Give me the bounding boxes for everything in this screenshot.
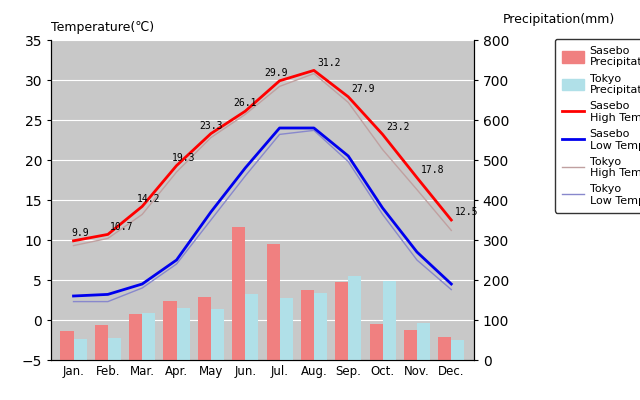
Tokyo
High Temp. [413,187,420,192]
Line: Sasebo
Low Temp.: Sasebo Low Temp. [74,128,451,296]
Bar [245,294,259,360]
Tokyo
High Temp. [70,243,77,248]
Bar [438,337,451,360]
Sasebo
High Temp. [344,94,352,99]
Sasebo
Low Temp. [70,294,77,298]
Bar [404,330,417,360]
Tokyo
High Temp. [447,228,455,233]
Bar [177,308,189,360]
Bar [301,290,314,360]
Bar [211,309,224,360]
Bar [383,281,396,360]
Bar [95,325,108,360]
Legend: Sasebo
Precipitation, Tokyo
Precipitation, Sasebo
High Temp., Sasebo
Low Temp., : Sasebo Precipitation, Tokyo Precipitatio… [555,39,640,213]
Tokyo
Low Temp. [138,286,146,290]
Tokyo
High Temp. [379,147,387,152]
Text: 10.7: 10.7 [109,222,133,232]
Text: 27.9: 27.9 [352,84,375,94]
Text: 23.3: 23.3 [199,121,222,131]
Tokyo
Low Temp. [70,299,77,304]
Sasebo
Low Temp. [310,126,317,130]
Sasebo
Low Temp. [276,126,284,130]
Sasebo
Low Temp. [104,292,112,297]
Tokyo
Low Temp. [447,287,455,292]
Text: 26.1: 26.1 [233,98,257,108]
Sasebo
High Temp. [379,132,387,137]
Sasebo
Low Temp. [173,258,180,262]
Bar [198,297,211,360]
Text: 31.2: 31.2 [317,58,341,68]
Tokyo
Low Temp. [310,128,317,133]
Tokyo
High Temp. [207,135,215,140]
Text: 14.2: 14.2 [137,194,161,204]
Sasebo
High Temp. [104,232,112,237]
Tokyo
Low Temp. [344,159,352,164]
Bar [129,314,142,360]
Bar [314,293,327,360]
Sasebo
High Temp. [447,218,455,222]
Text: Temperature(℃): Temperature(℃) [51,20,154,34]
Tokyo
Low Temp. [379,212,387,217]
Bar [163,301,177,360]
Sasebo
High Temp. [276,78,284,83]
Line: Tokyo
High Temp.: Tokyo High Temp. [74,74,451,246]
Bar [266,244,280,360]
Sasebo
High Temp. [413,175,420,180]
Bar [74,339,86,360]
Tokyo
High Temp. [310,71,317,76]
Tokyo
Low Temp. [173,262,180,266]
Tokyo
High Temp. [276,84,284,89]
Tokyo
High Temp. [173,170,180,174]
Sasebo
Low Temp. [379,206,387,210]
Sasebo
High Temp. [173,163,180,168]
Sasebo
High Temp. [207,131,215,136]
Tokyo
Low Temp. [241,174,249,178]
Text: 9.9: 9.9 [72,228,90,238]
Tokyo
High Temp. [241,112,249,117]
Sasebo
Low Temp. [138,282,146,286]
Tokyo
Low Temp. [276,132,284,137]
Text: 17.8: 17.8 [420,165,444,175]
Bar [142,313,156,360]
Sasebo
Low Temp. [207,210,215,214]
Line: Sasebo
High Temp.: Sasebo High Temp. [74,70,451,241]
Tokyo
High Temp. [104,236,112,241]
Bar [60,331,74,360]
Sasebo
High Temp. [138,204,146,209]
Tokyo
Low Temp. [104,299,112,304]
Sasebo
High Temp. [241,109,249,114]
Sasebo
Low Temp. [241,166,249,170]
Text: 29.9: 29.9 [264,68,287,78]
Text: 23.2: 23.2 [386,122,410,132]
Bar [417,323,430,360]
Bar [108,338,121,360]
Bar [451,340,465,360]
Sasebo
Low Temp. [344,154,352,158]
Bar [280,298,292,360]
Sasebo
Low Temp. [413,250,420,254]
Tokyo
High Temp. [344,100,352,105]
Bar [369,324,383,360]
Bar [335,282,348,360]
Line: Tokyo
Low Temp.: Tokyo Low Temp. [74,130,451,302]
Tokyo
Low Temp. [207,218,215,222]
Sasebo
High Temp. [70,238,77,243]
Tokyo
Low Temp. [413,258,420,262]
Text: Precipitation(mm): Precipitation(mm) [502,13,614,26]
Sasebo
Low Temp. [447,282,455,286]
Bar [232,227,245,360]
Bar [348,276,362,360]
Sasebo
High Temp. [310,68,317,73]
Text: 19.3: 19.3 [172,153,195,163]
Text: 12.5: 12.5 [454,207,478,217]
Tokyo
High Temp. [138,212,146,217]
